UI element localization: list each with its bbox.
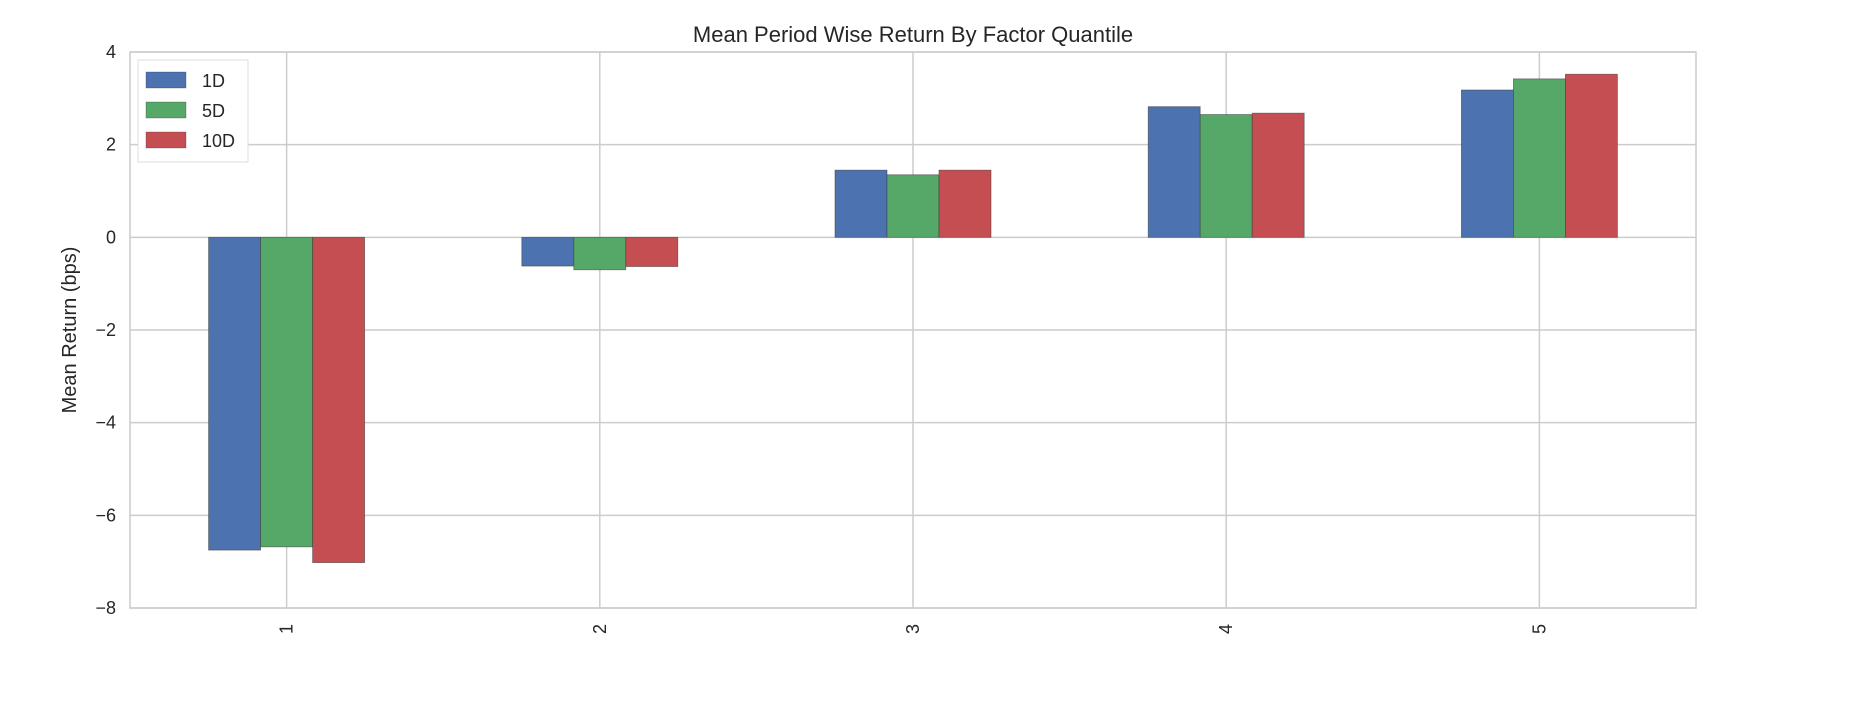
y-tick-label: 0 bbox=[106, 227, 116, 247]
x-tick-label: 1 bbox=[277, 624, 297, 634]
bar-1d-q3 bbox=[834, 169, 888, 238]
legend-label-10d: 10D bbox=[202, 131, 235, 151]
bar-5d-q3 bbox=[886, 174, 940, 238]
legend-swatch-1d bbox=[145, 71, 187, 89]
y-axis-ticks: 4 2 0 −2 −4 −6 −8 bbox=[95, 42, 116, 618]
legend-swatch-5d bbox=[145, 101, 187, 119]
bar-10d-q3 bbox=[938, 169, 992, 238]
bar-10d-q1 bbox=[312, 236, 366, 563]
bar-1d-q1 bbox=[208, 236, 262, 551]
plot-frame bbox=[129, 51, 1697, 609]
y-tick-label: −6 bbox=[95, 505, 116, 525]
y-tick-label: 4 bbox=[106, 42, 116, 62]
bar-5d-q2 bbox=[573, 236, 627, 271]
legend: 1D 5D 10D bbox=[137, 59, 249, 163]
legend-label-5d: 5D bbox=[202, 101, 225, 121]
x-axis-ticks: 1 2 3 4 5 bbox=[277, 624, 1550, 634]
x-tick-label: 4 bbox=[1216, 624, 1236, 634]
bar-5d-q5 bbox=[1513, 78, 1566, 238]
bar-10d-q4 bbox=[1251, 112, 1305, 238]
y-tick-label: −2 bbox=[95, 320, 116, 340]
y-tick-label: 2 bbox=[106, 135, 116, 155]
y-tick-label: −4 bbox=[95, 413, 116, 433]
bars bbox=[208, 73, 1618, 563]
x-tick-label: 2 bbox=[590, 624, 610, 634]
bar-5d-q1 bbox=[260, 236, 314, 548]
x-tick-label: 5 bbox=[1529, 624, 1549, 634]
y-tick-label: −8 bbox=[95, 598, 116, 618]
bar-10d-q5 bbox=[1565, 73, 1618, 238]
bar-1d-q2 bbox=[521, 236, 575, 267]
x-tick-label: 3 bbox=[903, 624, 923, 634]
bar-5d-q4 bbox=[1199, 114, 1253, 238]
legend-label-1d: 1D bbox=[202, 71, 225, 91]
bar-1d-q4 bbox=[1147, 106, 1201, 238]
bar-1d-q5 bbox=[1461, 89, 1514, 238]
chart-title: Mean Period Wise Return By Factor Quanti… bbox=[693, 22, 1133, 47]
bar-10d-q2 bbox=[625, 236, 679, 267]
legend-swatch-10d bbox=[145, 131, 187, 149]
y-axis-label: Mean Return (bps) bbox=[59, 247, 81, 414]
